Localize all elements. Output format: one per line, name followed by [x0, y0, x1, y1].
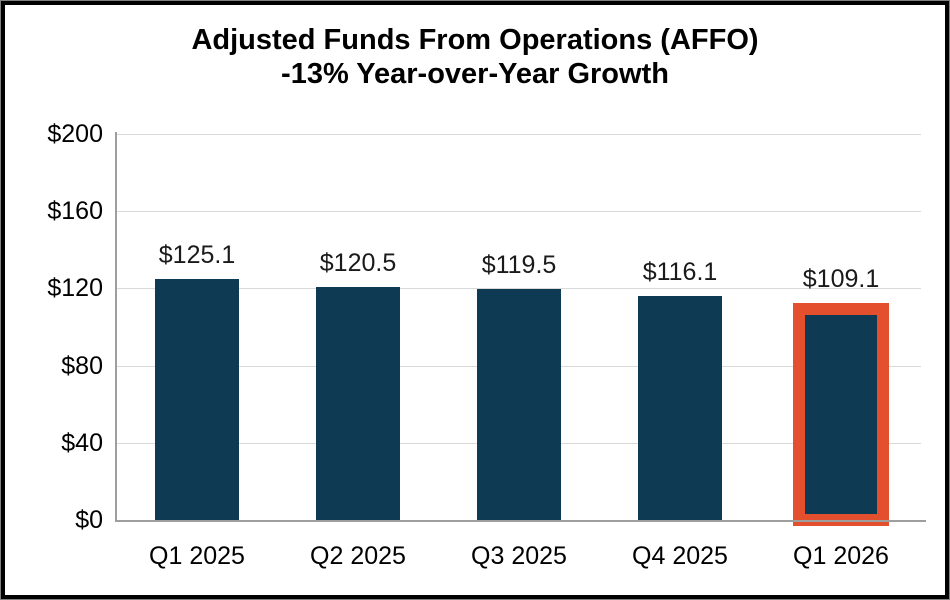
y-tick-label: $200	[47, 120, 103, 148]
bar-value-label: $120.5	[319, 249, 397, 277]
y-tick-label: $0	[75, 506, 103, 534]
bar	[477, 289, 561, 520]
x-tick-label: Q2 2025	[310, 542, 406, 570]
y-tick-label: $120	[47, 274, 103, 302]
bar-value-label: $119.5	[481, 251, 557, 279]
chart-canvas: Adjusted Funds From Operations (AFFO) -1…	[5, 5, 945, 595]
bar-value-label: $109.1	[802, 265, 880, 293]
chart-title: Adjusted Funds From Operations (AFFO) -1…	[5, 23, 945, 91]
chart-title-line1: Adjusted Funds From Operations (AFFO)	[191, 24, 759, 56]
bar	[155, 279, 239, 520]
x-tick-label: Q3 2025	[471, 542, 567, 570]
bar	[638, 296, 722, 520]
y-tick-label: $160	[47, 197, 103, 225]
chart-title-line2: -13% Year-over-Year Growth	[281, 58, 669, 90]
y-axis-line	[115, 132, 117, 522]
gridline	[117, 288, 921, 289]
x-tick-label: Q4 2025	[632, 542, 728, 570]
bar-highlighted	[793, 303, 889, 526]
x-axis-line	[115, 520, 926, 522]
gridline	[117, 211, 921, 212]
bar-value-label: $125.1	[158, 241, 236, 269]
bar	[316, 287, 400, 520]
x-tick-label: Q1 2026	[793, 542, 889, 570]
y-tick-label: $80	[61, 352, 103, 380]
gridline	[117, 134, 921, 135]
y-tick-label: $40	[61, 429, 103, 457]
x-tick-label: Q1 2025	[149, 542, 245, 570]
bar-value-label: $116.1	[642, 258, 718, 286]
